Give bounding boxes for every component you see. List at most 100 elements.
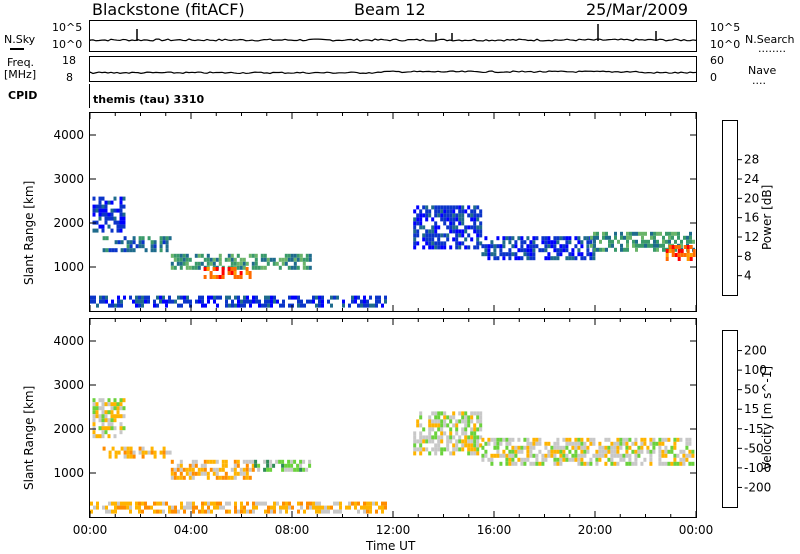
data-cell — [481, 244, 485, 249]
data-cell — [264, 303, 267, 308]
data-cell — [437, 447, 441, 452]
data-cell — [658, 457, 662, 462]
data-cell — [596, 231, 599, 236]
data-cell — [302, 257, 306, 262]
data-cell — [511, 457, 515, 462]
data-cell — [174, 505, 177, 510]
data-cell — [203, 467, 207, 472]
data-cell — [608, 235, 611, 240]
data-cell — [92, 208, 96, 213]
data-cell — [273, 509, 276, 514]
data-cell — [194, 261, 198, 266]
data-cell — [110, 216, 114, 221]
data-cell — [333, 509, 336, 514]
data-cell — [183, 509, 186, 514]
data-cell — [443, 415, 447, 420]
data-cell — [159, 248, 163, 253]
data-cell — [499, 244, 503, 249]
data-cell — [126, 248, 130, 253]
data-cell — [458, 419, 462, 424]
data-cell — [464, 443, 468, 448]
data-cell — [230, 267, 234, 271]
data-cell — [342, 303, 345, 308]
data-cell — [240, 509, 243, 514]
data-cell — [104, 426, 108, 431]
data-cell — [479, 213, 483, 218]
data-cell — [212, 261, 216, 266]
data-cell — [671, 231, 674, 236]
data-cell — [586, 449, 590, 454]
data-cell — [598, 441, 602, 446]
data-cell — [559, 453, 563, 458]
data-cell — [571, 445, 575, 450]
data-cell — [479, 415, 483, 420]
data-cell — [315, 501, 318, 506]
data-cell — [179, 261, 183, 266]
data-cell — [428, 241, 432, 246]
data-cell — [608, 243, 611, 248]
data-cell — [249, 299, 252, 304]
data-cell — [616, 445, 620, 450]
data-cell — [562, 449, 566, 454]
data-cell — [201, 509, 204, 514]
data-cell — [593, 247, 596, 252]
data-cell — [231, 303, 234, 308]
data-cell — [201, 505, 204, 510]
data-cell — [461, 431, 465, 436]
data-cell — [177, 509, 180, 514]
data-cell — [182, 257, 186, 262]
data-cell — [221, 267, 225, 271]
data-cell — [538, 449, 542, 454]
data-cell — [354, 501, 357, 506]
data-cell — [679, 437, 683, 442]
data-cell — [656, 243, 659, 248]
velocity-colorbar-tick-label: -100 — [744, 461, 771, 475]
data-cell — [470, 447, 474, 452]
data-cell — [168, 236, 172, 241]
data-cell — [188, 467, 192, 472]
data-cell — [479, 423, 483, 428]
data-cell — [667, 437, 671, 442]
data-cell — [688, 441, 692, 446]
data-cell — [252, 509, 255, 514]
data-cell — [234, 501, 237, 506]
data-cell — [120, 240, 124, 245]
data-cell — [616, 441, 620, 446]
data-cell — [484, 453, 488, 458]
data-cell — [339, 501, 342, 506]
data-cell — [123, 446, 127, 451]
data-cell — [493, 437, 497, 442]
data-cell — [532, 445, 536, 450]
data-cell — [550, 256, 554, 261]
data-cell — [239, 261, 243, 266]
data-cell — [215, 257, 219, 262]
data-cell — [598, 449, 602, 454]
data-cell — [626, 239, 629, 244]
data-cell — [479, 221, 483, 226]
data-cell — [559, 461, 563, 466]
data-cell — [108, 454, 112, 459]
data-cell — [162, 446, 166, 451]
data-cell — [653, 231, 656, 236]
data-cell — [611, 239, 614, 244]
data-cell — [622, 437, 626, 442]
data-cell — [568, 441, 572, 446]
data-cell — [562, 236, 566, 241]
data-cell — [242, 257, 246, 262]
data-cell — [282, 299, 285, 304]
data-cell — [297, 303, 300, 308]
data-cell — [264, 509, 267, 514]
data-cell — [173, 257, 177, 262]
data-cell — [101, 204, 105, 209]
data-cell — [236, 459, 240, 464]
data-cell — [526, 236, 530, 241]
data-cell — [449, 415, 453, 420]
data-cell — [437, 225, 441, 230]
data-cell — [162, 236, 166, 241]
data-cell — [251, 459, 255, 464]
data-cell — [619, 445, 623, 450]
data-cell — [443, 431, 447, 436]
data-cell — [197, 471, 201, 476]
data-cell — [179, 257, 183, 262]
